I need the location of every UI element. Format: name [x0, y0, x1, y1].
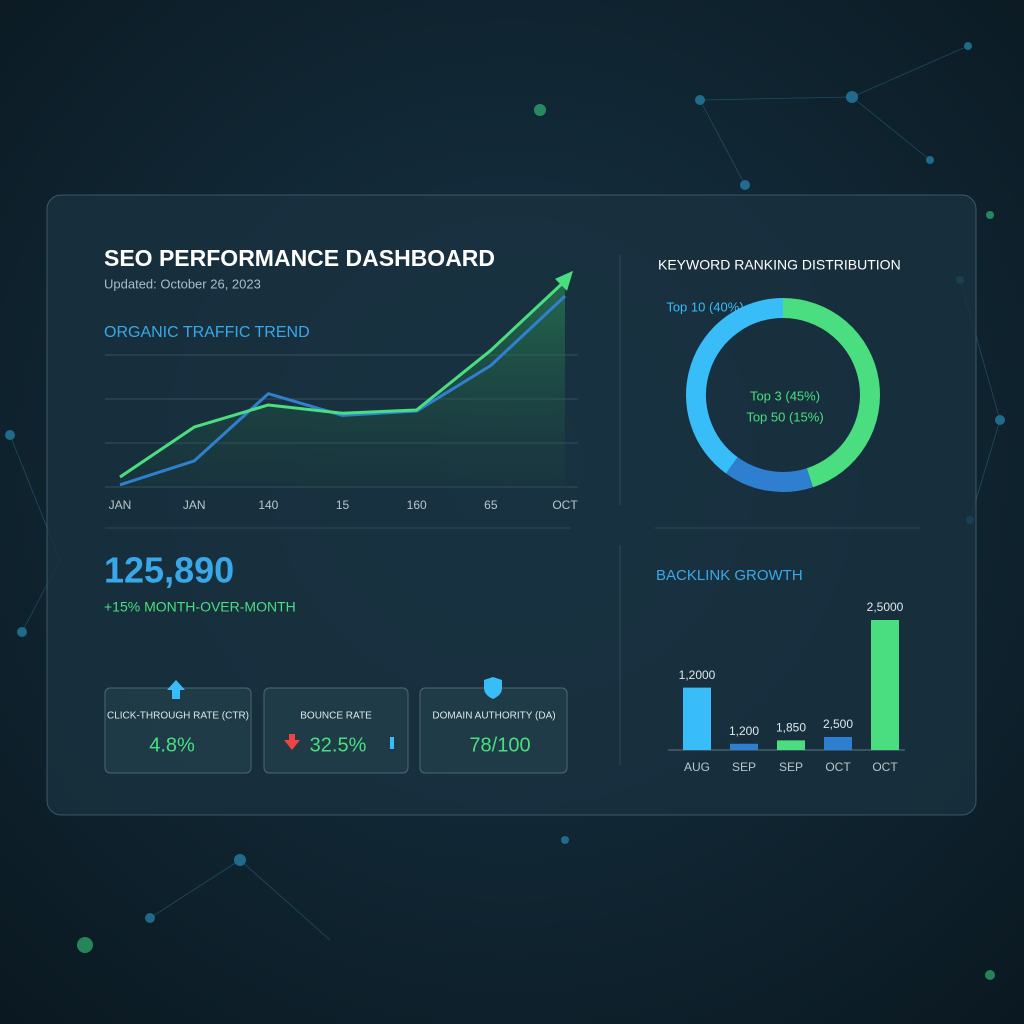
value-label: 2,5000	[867, 600, 904, 614]
kpi-card	[104, 687, 252, 774]
total-traffic: 125,890	[104, 550, 234, 591]
legend-label: Top 3 (45%)	[750, 388, 820, 403]
bar	[730, 743, 758, 750]
kpi-label: CLICK-THROUGH RATE (CTR)	[107, 711, 249, 722]
bar	[777, 740, 805, 750]
x-tick-label: 140	[258, 498, 278, 512]
value-label: 1,850	[776, 721, 806, 735]
legend-label: Top 10 (40%)	[666, 299, 743, 314]
value-label: 1,2000	[679, 668, 716, 682]
line-series	[119, 279, 567, 479]
bar	[683, 687, 711, 750]
x-tick-label: SEP	[779, 760, 803, 774]
chart-title: BACKLINK GROWTH	[656, 567, 803, 584]
donut-segment	[686, 298, 784, 474]
traffic-change: +15% MONTH-OVER-MONTH	[104, 599, 296, 615]
value-label: 1,200	[729, 724, 759, 738]
x-tick-label: SEP	[732, 760, 756, 774]
legend-label: Top 50 (15%)	[746, 409, 823, 424]
x-tick-label: JAN	[183, 498, 206, 512]
kpi-label: DOMAIN AUTHORITY (DA)	[432, 711, 555, 722]
donut-segment	[782, 298, 880, 488]
updated-date: Updated: October 26, 2023	[104, 276, 261, 291]
indicator	[390, 737, 394, 749]
value-label: 2,500	[823, 717, 853, 731]
kpi-card	[263, 687, 409, 774]
up-icon	[167, 680, 185, 699]
arrow-head	[555, 270, 573, 291]
x-tick-label: AUG	[684, 760, 710, 774]
x-tick-label: 65	[484, 498, 498, 512]
kpi-value: 32.5%	[310, 734, 367, 756]
kpi-cards: CLICK-THROUGH RATE (CTR) 4.8% BOUNCE RAT…	[104, 677, 568, 774]
chart-title: KEYWORD RANKING DISTRIBUTION	[658, 257, 901, 273]
dashboard-title: SEO PERFORMANCE DASHBOARD	[104, 245, 495, 271]
shield-icon	[484, 677, 502, 699]
down-icon	[284, 734, 300, 750]
bar	[824, 737, 852, 750]
kpi-label: BOUNCE RATE	[300, 711, 372, 722]
x-tick-label: 15	[336, 498, 350, 512]
panel	[46, 194, 977, 816]
kpi-card	[419, 687, 568, 774]
chart-title: ORGANIC TRAFFIC TREND	[104, 324, 310, 341]
line-series	[119, 294, 567, 487]
x-tick-label: OCT	[825, 760, 851, 774]
bar	[871, 620, 899, 750]
x-tick-label: OCT	[872, 760, 898, 774]
x-tick-label: JAN	[109, 498, 132, 512]
x-tick-label: 160	[407, 498, 427, 512]
donut-segment	[725, 457, 813, 492]
kpi-value: 78/100	[469, 734, 530, 756]
area	[120, 280, 565, 487]
kpi-value: 4.8%	[149, 734, 195, 756]
x-tick-label: OCT	[552, 498, 578, 512]
